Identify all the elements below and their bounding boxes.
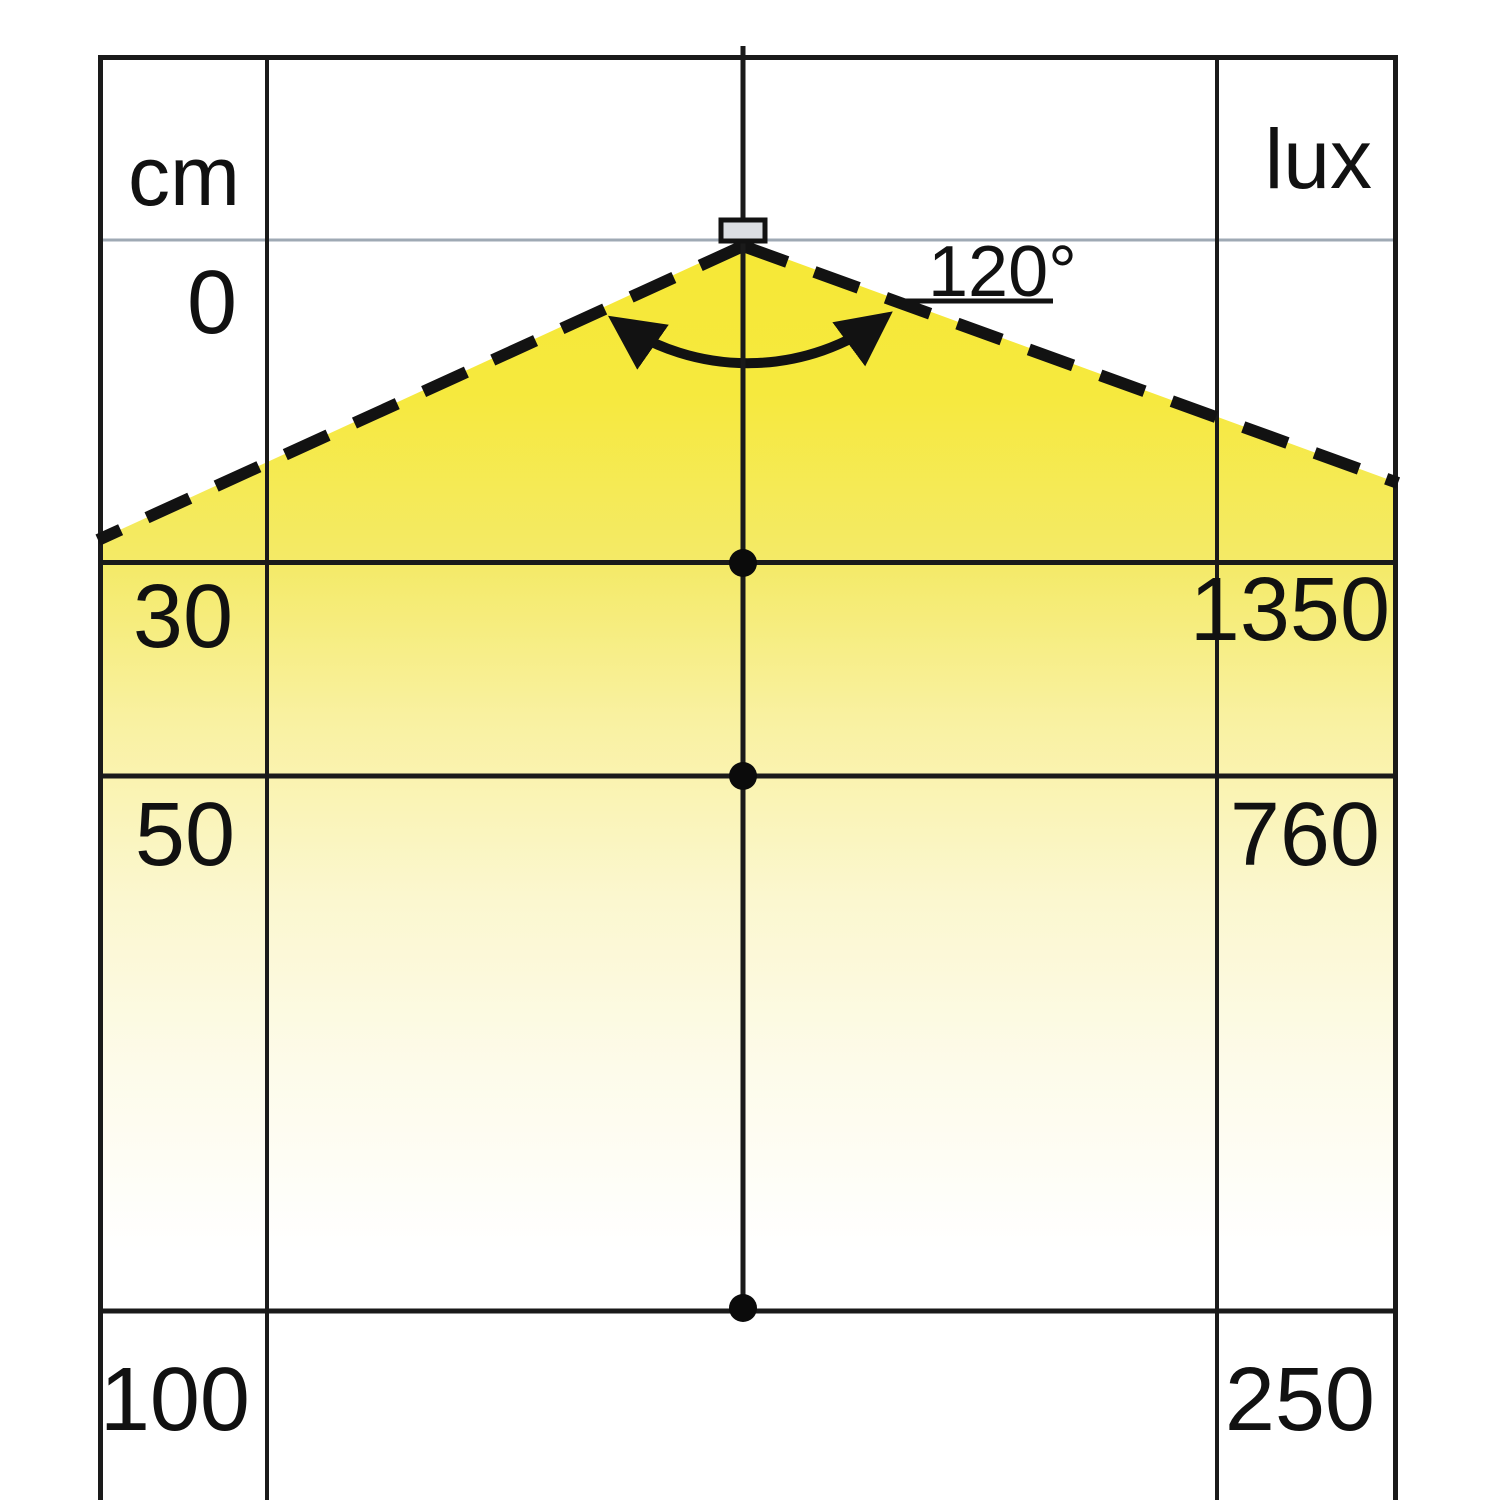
lux-label-30cm: 1350: [1190, 560, 1390, 660]
measure-dot-30cm: [729, 549, 757, 577]
luminaire-icon: [718, 217, 768, 244]
beam-edge-dashed-left: [95, 240, 746, 546]
measure-dot-50cm: [729, 762, 757, 790]
beam-angle-label: 120°: [928, 232, 1077, 312]
measure-dot-100cm: [729, 1294, 757, 1322]
depth-label-50cm: 50: [135, 785, 235, 885]
lux-label-50cm: 760: [1230, 785, 1380, 885]
beam-angle-arc-arrow: [607, 311, 893, 370]
depth-label-100cm: 100: [100, 1350, 250, 1450]
left-axis-unit-label: cm: [128, 129, 240, 223]
beam-edge-dashed-right: [740, 240, 1401, 489]
depth-label-30cm: 30: [133, 567, 233, 667]
right-axis-unit-label: lux: [1265, 112, 1372, 206]
depth-label-0cm: 0: [187, 253, 237, 353]
lux-label-100cm: 250: [1225, 1350, 1375, 1450]
